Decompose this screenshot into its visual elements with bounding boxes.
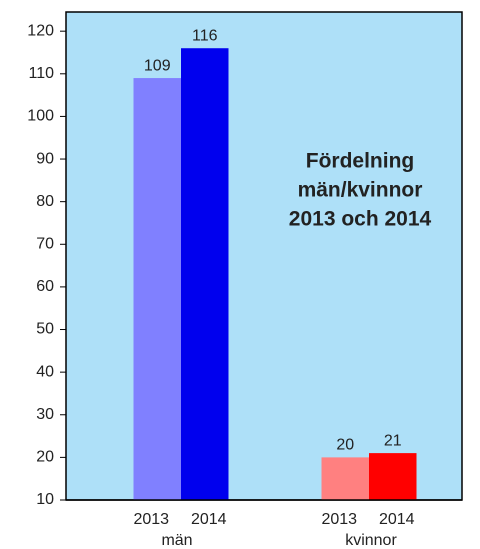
y-tick-label: 100 [27, 108, 54, 125]
value-label: 109 [144, 57, 171, 74]
y-tick-label: 120 [27, 22, 54, 39]
bar [133, 78, 181, 501]
y-tick-label: 90 [36, 150, 54, 167]
x-tick-label: 2013 [321, 511, 357, 528]
y-tick-label: 50 [36, 321, 54, 338]
value-label: 116 [192, 27, 218, 44]
chart-title: män/kvinnor [298, 179, 423, 202]
y-tick-label: 80 [36, 193, 54, 210]
chart-title: 2013 och 2014 [289, 208, 432, 231]
plot-area [65, 11, 463, 501]
x-tick-label: 2014 [191, 511, 227, 528]
x-tick-label: 2013 [133, 511, 169, 528]
value-label: 20 [336, 437, 354, 454]
x-tick-label: 2014 [379, 511, 415, 528]
category-label: kvinnor [345, 532, 397, 549]
y-tick-label: 20 [36, 449, 54, 466]
y-tick-label: 30 [36, 406, 54, 423]
chart-title: Fördelning [306, 150, 415, 173]
bar [369, 453, 417, 500]
bar [321, 457, 369, 500]
y-tick-label: 40 [36, 363, 54, 380]
y-tick-label: 70 [36, 235, 54, 252]
value-label: 21 [384, 432, 402, 449]
y-tick-label: 110 [28, 65, 54, 82]
bar [181, 48, 229, 500]
y-tick-label: 10 [36, 491, 54, 508]
y-tick-label: 60 [36, 278, 54, 295]
category-label: män [161, 532, 192, 549]
